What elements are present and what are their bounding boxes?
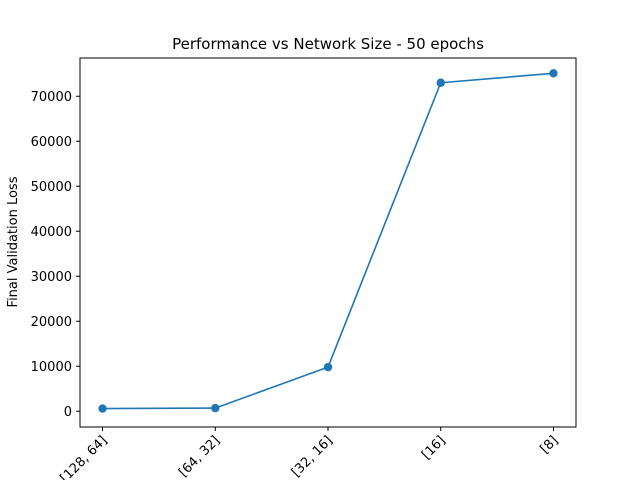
y-tick-label: 30000 bbox=[31, 270, 72, 285]
y-tick-label: 60000 bbox=[31, 135, 72, 150]
y-axis-label: Final Validation Loss bbox=[6, 176, 21, 307]
x-tick-label: [128, 64] bbox=[58, 433, 111, 480]
data-point bbox=[211, 403, 220, 413]
chart-title: Performance vs Network Size - 50 epochs bbox=[172, 35, 484, 53]
y-tick-label: 50000 bbox=[31, 180, 72, 195]
plot-frame bbox=[79, 57, 577, 428]
y-tick-label: 20000 bbox=[31, 315, 72, 330]
x-tick-label: [32, 16] bbox=[289, 433, 336, 480]
y-tick-label: 10000 bbox=[31, 360, 72, 375]
data-point bbox=[549, 69, 558, 78]
data-point bbox=[323, 362, 333, 372]
y-tick-label: 0 bbox=[64, 405, 72, 420]
plot-area: 0 10000 20000 30000 40000 50000 60000 70000 [128… bbox=[31, 57, 577, 480]
x-tick-label: [16] bbox=[419, 433, 448, 462]
y-tick-label: 40000 bbox=[31, 225, 72, 240]
series-line bbox=[102, 72, 554, 410]
data-point bbox=[98, 404, 107, 413]
x-tick-label: [64, 32] bbox=[176, 433, 223, 480]
x-tick-label: [8] bbox=[538, 433, 562, 457]
y-tick-label: 70000 bbox=[31, 90, 72, 105]
data-point bbox=[436, 78, 445, 87]
